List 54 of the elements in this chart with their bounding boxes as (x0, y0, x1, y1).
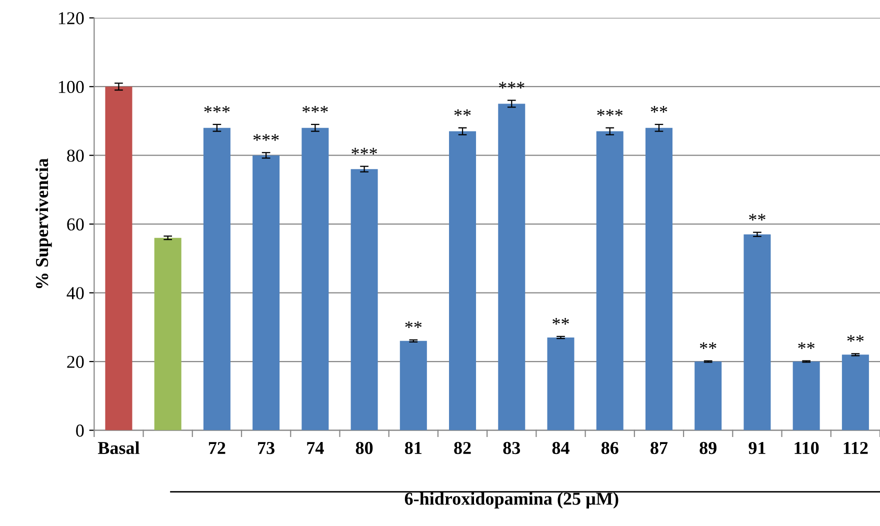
x-tick-label: 110 (794, 442, 819, 454)
y-tick-label: 60 (67, 218, 84, 231)
annotation: *** (597, 109, 623, 116)
x-tick-label: Basal (98, 441, 140, 454)
bar (449, 131, 476, 430)
annotation: ** (847, 335, 864, 342)
bar (645, 128, 672, 430)
bar (350, 169, 378, 430)
x-tick-label: 81 (404, 442, 422, 454)
y-axis-title: % Supervivencia (35, 158, 52, 288)
x-tick-label: 91 (748, 442, 766, 454)
bar (547, 337, 574, 430)
bar (252, 155, 280, 430)
x-tick-label: 87 (650, 442, 668, 454)
x-tick-label: 83 (503, 442, 520, 454)
annotation: ** (749, 214, 766, 220)
x-tick-label: 74 (307, 442, 324, 454)
annotation: *** (352, 148, 377, 155)
x-axis-title: 6-hidroxidopamina (25 µM) (404, 492, 618, 508)
x-tick-label: 80 (356, 442, 373, 454)
y-tick-label: 20 (67, 356, 84, 368)
bar (842, 354, 869, 430)
bar (596, 131, 624, 430)
annotation: ** (700, 342, 716, 350)
y-tick-label: 40 (66, 287, 84, 300)
x-tick-label: 72 (208, 442, 226, 454)
annotation: ** (405, 321, 422, 328)
x-tick-label: 89 (700, 442, 716, 454)
x-tick-label: 86 (601, 442, 618, 454)
annotation: ** (798, 342, 814, 350)
bar (203, 128, 230, 430)
annotation: *** (498, 82, 524, 89)
annotation: *** (253, 134, 279, 141)
x-tick-label: 73 (258, 442, 274, 454)
y-tick-label: 0 (76, 424, 84, 437)
bar (792, 362, 820, 430)
annotation: ** (650, 106, 668, 113)
bar (154, 238, 182, 430)
annotation: *** (302, 106, 328, 113)
annotation: ** (552, 318, 569, 325)
bar (302, 128, 329, 430)
x-tick-label: 112 (844, 442, 868, 454)
bar (400, 340, 427, 430)
annotation: *** (204, 106, 230, 113)
y-tick-label: 120 (58, 12, 84, 24)
annotation: ** (454, 109, 471, 116)
x-tick-label: 82 (454, 442, 471, 454)
bar (105, 86, 132, 430)
bar (744, 234, 771, 430)
y-tick-label: 80 (67, 150, 84, 162)
bar (694, 362, 722, 430)
bar (498, 104, 526, 430)
x-tick-label: 84 (552, 442, 570, 454)
y-tick-label: 100 (58, 80, 84, 94)
